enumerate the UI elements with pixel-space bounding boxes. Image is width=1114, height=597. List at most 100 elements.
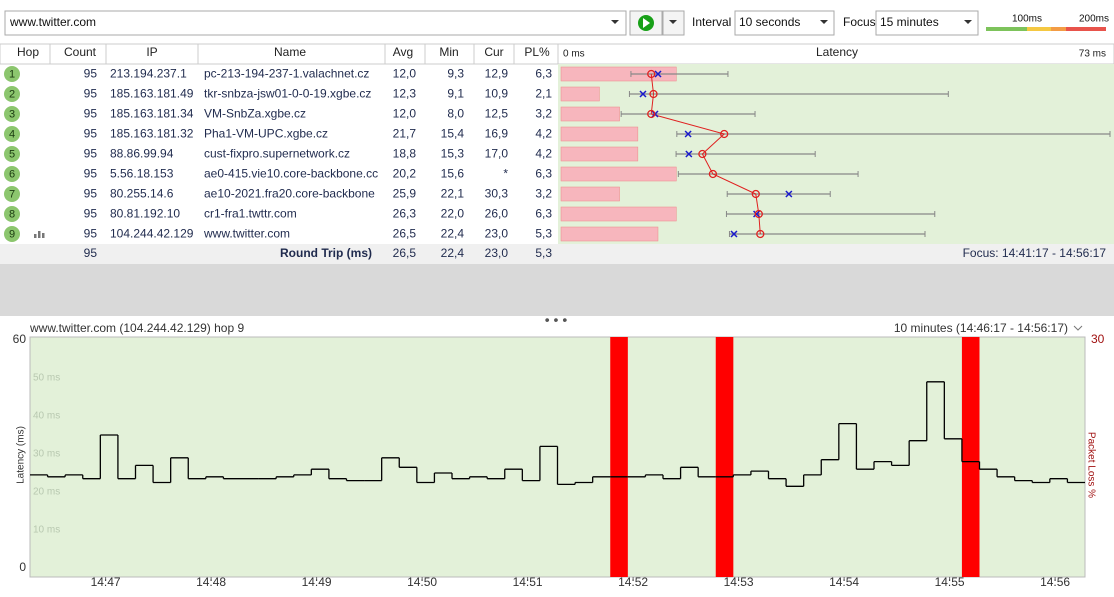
hop-badge bbox=[4, 186, 20, 202]
cell: 9,3 bbox=[447, 67, 464, 81]
avg-marker bbox=[698, 149, 707, 159]
cell: 2,1 bbox=[535, 87, 552, 101]
column-header: Cur bbox=[484, 45, 503, 59]
focus-select[interactable] bbox=[875, 10, 979, 36]
hop-number: 4 bbox=[9, 128, 15, 140]
avg-marker bbox=[754, 209, 763, 219]
url[interactable]: www.twitter.com bbox=[9, 15, 96, 29]
cell: 12,9 bbox=[485, 67, 509, 81]
focus-range: Focus: 14:41:17 - 14:56:17 bbox=[963, 246, 1107, 260]
url-box[interactable] bbox=[4, 10, 627, 36]
cell: 95 bbox=[84, 127, 98, 141]
column-header: Count bbox=[64, 45, 97, 59]
summary-row bbox=[0, 244, 1114, 264]
cell: 30,3 bbox=[485, 187, 509, 201]
dropdown-arrow[interactable] bbox=[611, 20, 619, 24]
cell: 26,0 bbox=[485, 207, 509, 221]
cell: 9,1 bbox=[447, 87, 464, 101]
x-tick-label: 14:48 bbox=[196, 575, 226, 589]
cell: tkr-snbza-jsw01-0-0-19.xgbe.cz bbox=[204, 87, 371, 101]
dropdown-arrow bbox=[669, 20, 677, 24]
hop-number: 3 bbox=[9, 108, 15, 120]
current-marker bbox=[753, 210, 761, 218]
loss-bar bbox=[560, 206, 677, 222]
hop-badge bbox=[4, 66, 20, 82]
loss-bar bbox=[560, 166, 677, 182]
cell: 20,2 bbox=[393, 167, 417, 181]
column-header: Name bbox=[274, 45, 306, 59]
cell: cr1-fra1.twttr.com bbox=[204, 207, 297, 221]
cell: 12,0 bbox=[393, 107, 417, 121]
interval-label: Interval bbox=[692, 15, 731, 29]
x-tick-label: 14:54 bbox=[829, 575, 859, 589]
hop-badge bbox=[4, 166, 20, 182]
current-marker bbox=[639, 90, 647, 98]
cell: 16,9 bbox=[485, 127, 509, 141]
cell: 104.244.42.129 bbox=[110, 227, 194, 241]
cell: 10,9 bbox=[485, 87, 509, 101]
avg-marker bbox=[756, 229, 765, 239]
hop-badge bbox=[4, 126, 20, 142]
scale-green bbox=[986, 27, 1027, 31]
cell: 12,0 bbox=[393, 67, 417, 81]
graph-icon bbox=[42, 233, 45, 238]
hop-number: 1 bbox=[9, 68, 15, 80]
loss-bar bbox=[560, 186, 620, 202]
avg-marker bbox=[649, 89, 658, 99]
cell: pc-213-194-237-1.valachnet.cz bbox=[204, 67, 369, 81]
cell: 18,8 bbox=[393, 147, 417, 161]
y-tick-label: 40 ms bbox=[33, 411, 60, 422]
loss-bar bbox=[560, 106, 620, 122]
summary-label: Round Trip (ms) bbox=[280, 246, 372, 260]
x-tick-label: 14:49 bbox=[302, 575, 332, 589]
scale-label: 200ms bbox=[1079, 14, 1109, 25]
x-tick-label: 14:52 bbox=[618, 575, 648, 589]
hop-badge bbox=[4, 86, 20, 102]
cell: 213.194.237.1 bbox=[110, 67, 187, 81]
x-tick-label: 14:56 bbox=[1040, 575, 1070, 589]
empty-area bbox=[0, 264, 1114, 316]
y-tick-label: 20 ms bbox=[33, 487, 60, 498]
cell: 80.255.14.6 bbox=[110, 187, 174, 201]
x-tick-label: 14:53 bbox=[724, 575, 754, 589]
y2-axis-label: Packet Loss % bbox=[1085, 432, 1096, 498]
summary-min: 22,4 bbox=[441, 246, 465, 260]
cell: 185.163.181.49 bbox=[110, 87, 194, 101]
column-header: IP bbox=[146, 45, 157, 59]
current-marker bbox=[684, 130, 692, 138]
hop-badge bbox=[4, 146, 20, 162]
avg-marker bbox=[647, 109, 656, 119]
splitter-handle[interactable]: • • • bbox=[545, 312, 568, 328]
cell: 95 bbox=[84, 87, 98, 101]
y-axis-label: Latency (ms) bbox=[16, 426, 27, 484]
subtitle-menu[interactable] bbox=[1073, 325, 1083, 331]
avg-line bbox=[650, 73, 761, 235]
cell: 8,0 bbox=[447, 107, 464, 121]
cell: ae10-2021.fra20.core-backbone bbox=[204, 187, 375, 201]
timeline-subtitle: 10 minutes (14:46:17 - 14:56:17) bbox=[894, 321, 1068, 335]
interval-select[interactable] bbox=[734, 10, 835, 36]
hop-number: 2 bbox=[9, 88, 15, 100]
cell: 3,2 bbox=[535, 187, 552, 201]
hop-number: 8 bbox=[9, 208, 15, 220]
cell: 80.81.192.10 bbox=[110, 207, 180, 221]
cell: 6,3 bbox=[535, 207, 552, 221]
y-tick-label: 10 ms bbox=[33, 525, 60, 536]
y2-tick-label: 30 bbox=[1091, 332, 1105, 346]
focus-label: Focus bbox=[843, 15, 876, 29]
x-tick-label: 0 ms bbox=[563, 49, 585, 60]
cell: 22,1 bbox=[441, 187, 465, 201]
loss-bar bbox=[560, 126, 639, 142]
cell: ae0-415.vie10.core-backbone.cc bbox=[204, 167, 378, 181]
interval-value[interactable]: 10 seconds bbox=[739, 15, 800, 29]
play-triangle bbox=[643, 18, 650, 28]
focus-value[interactable]: 15 minutes bbox=[880, 15, 939, 29]
cell: 6,3 bbox=[535, 67, 552, 81]
hop-badge bbox=[4, 206, 20, 222]
current-marker bbox=[785, 190, 793, 198]
scale-yellow bbox=[1027, 27, 1051, 31]
cell: 22,4 bbox=[441, 227, 465, 241]
column-header: PL% bbox=[524, 45, 550, 59]
